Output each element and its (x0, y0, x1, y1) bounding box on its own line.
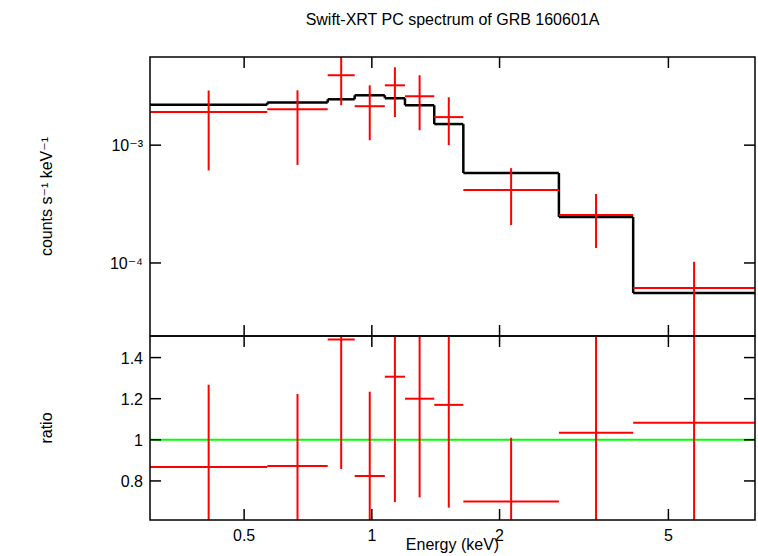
y-tick-label: 1.4 (121, 350, 143, 367)
x-tick (371, 336, 373, 347)
error-bar (297, 90, 299, 165)
y-tick-label: 10⁻³ (111, 137, 143, 154)
model-step-riser (632, 217, 635, 293)
x-tick (371, 509, 373, 520)
background (0, 0, 758, 556)
error-bar (369, 392, 371, 520)
y-tick (744, 480, 755, 482)
y-tick (744, 144, 755, 146)
x-tick (499, 325, 501, 336)
data-point (328, 336, 355, 469)
y-tick-label: 10⁻⁴ (110, 255, 143, 272)
data-point (267, 90, 327, 165)
y-tick (744, 357, 755, 359)
data-point (385, 67, 405, 117)
x-tick (668, 325, 670, 336)
x-tick-label: 1 (367, 527, 376, 544)
x-tick (668, 336, 670, 347)
x-tick-label: 0.5 (233, 527, 255, 544)
y-tick (744, 262, 755, 264)
data-point (463, 168, 559, 225)
error-bar (297, 394, 299, 520)
x-tick (499, 57, 501, 68)
x-tick (499, 509, 501, 520)
data-point (355, 392, 385, 520)
frame (150, 57, 755, 336)
error-bar (419, 336, 421, 497)
x-tick (499, 336, 501, 347)
data-point (463, 438, 559, 520)
error-bar (595, 194, 597, 248)
y-axis-label: counts s⁻¹ keV⁻¹ (38, 137, 55, 256)
x-tick (668, 509, 670, 520)
error-bar (510, 438, 512, 520)
y-tick (744, 439, 755, 441)
y-tick (150, 439, 161, 441)
y-tick (150, 262, 161, 264)
y-tick (150, 144, 161, 146)
data-point (633, 336, 755, 520)
y-tick (150, 398, 161, 400)
frame (150, 336, 755, 520)
y-tick (744, 398, 755, 400)
model-step-riser (433, 105, 436, 124)
title: Swift-XRT PC spectrum of GRB 160601A (306, 11, 600, 28)
x-axis-label: Energy (keV) (406, 536, 499, 553)
y-tick-label: 1 (134, 432, 143, 449)
chart: 10⁻⁴ 10⁻³ Swift-XRT PC spectrum of GRB 160… (0, 0, 758, 556)
data-point (267, 394, 327, 520)
x-tick (243, 57, 245, 68)
error-bar (693, 262, 695, 336)
model-step-riser (558, 173, 561, 217)
error-bar (369, 85, 371, 140)
error-bar (595, 336, 597, 520)
x-tick (243, 325, 245, 336)
error-bar (340, 336, 342, 469)
error-bar (394, 67, 396, 117)
y-tick (150, 480, 161, 482)
data-point (150, 90, 267, 170)
data-point (405, 336, 434, 497)
error-bar (448, 97, 450, 145)
data-point (405, 75, 434, 130)
data-point (434, 97, 463, 145)
data-point (385, 336, 405, 502)
x-tick (668, 57, 670, 68)
plot-area (150, 57, 755, 336)
x-tick (371, 325, 373, 336)
y-tick-label: 1.2 (121, 391, 143, 408)
reference-line (150, 439, 755, 441)
x-tick (371, 57, 373, 68)
data-point (355, 85, 385, 140)
data-point (633, 262, 755, 336)
x-tick-label: 5 (664, 527, 673, 544)
y-tick-label: 0.8 (121, 473, 143, 490)
data-point (150, 385, 267, 520)
x-tick (243, 509, 245, 520)
y-axis-label: ratio (38, 412, 55, 443)
x-tick (243, 336, 245, 347)
error-bar (208, 90, 210, 170)
data-point (559, 336, 633, 520)
plot-area (150, 336, 755, 520)
error-bar (340, 57, 342, 105)
error-bar (394, 336, 396, 502)
data-point (328, 57, 355, 105)
error-bar (208, 385, 210, 520)
error-bar (448, 336, 450, 508)
error-bar (693, 336, 695, 520)
error-bar (419, 75, 421, 130)
data-point (434, 336, 463, 508)
data-point (559, 194, 633, 248)
model-step-riser (462, 124, 465, 173)
error-bar (510, 168, 512, 225)
y-tick (150, 357, 161, 359)
